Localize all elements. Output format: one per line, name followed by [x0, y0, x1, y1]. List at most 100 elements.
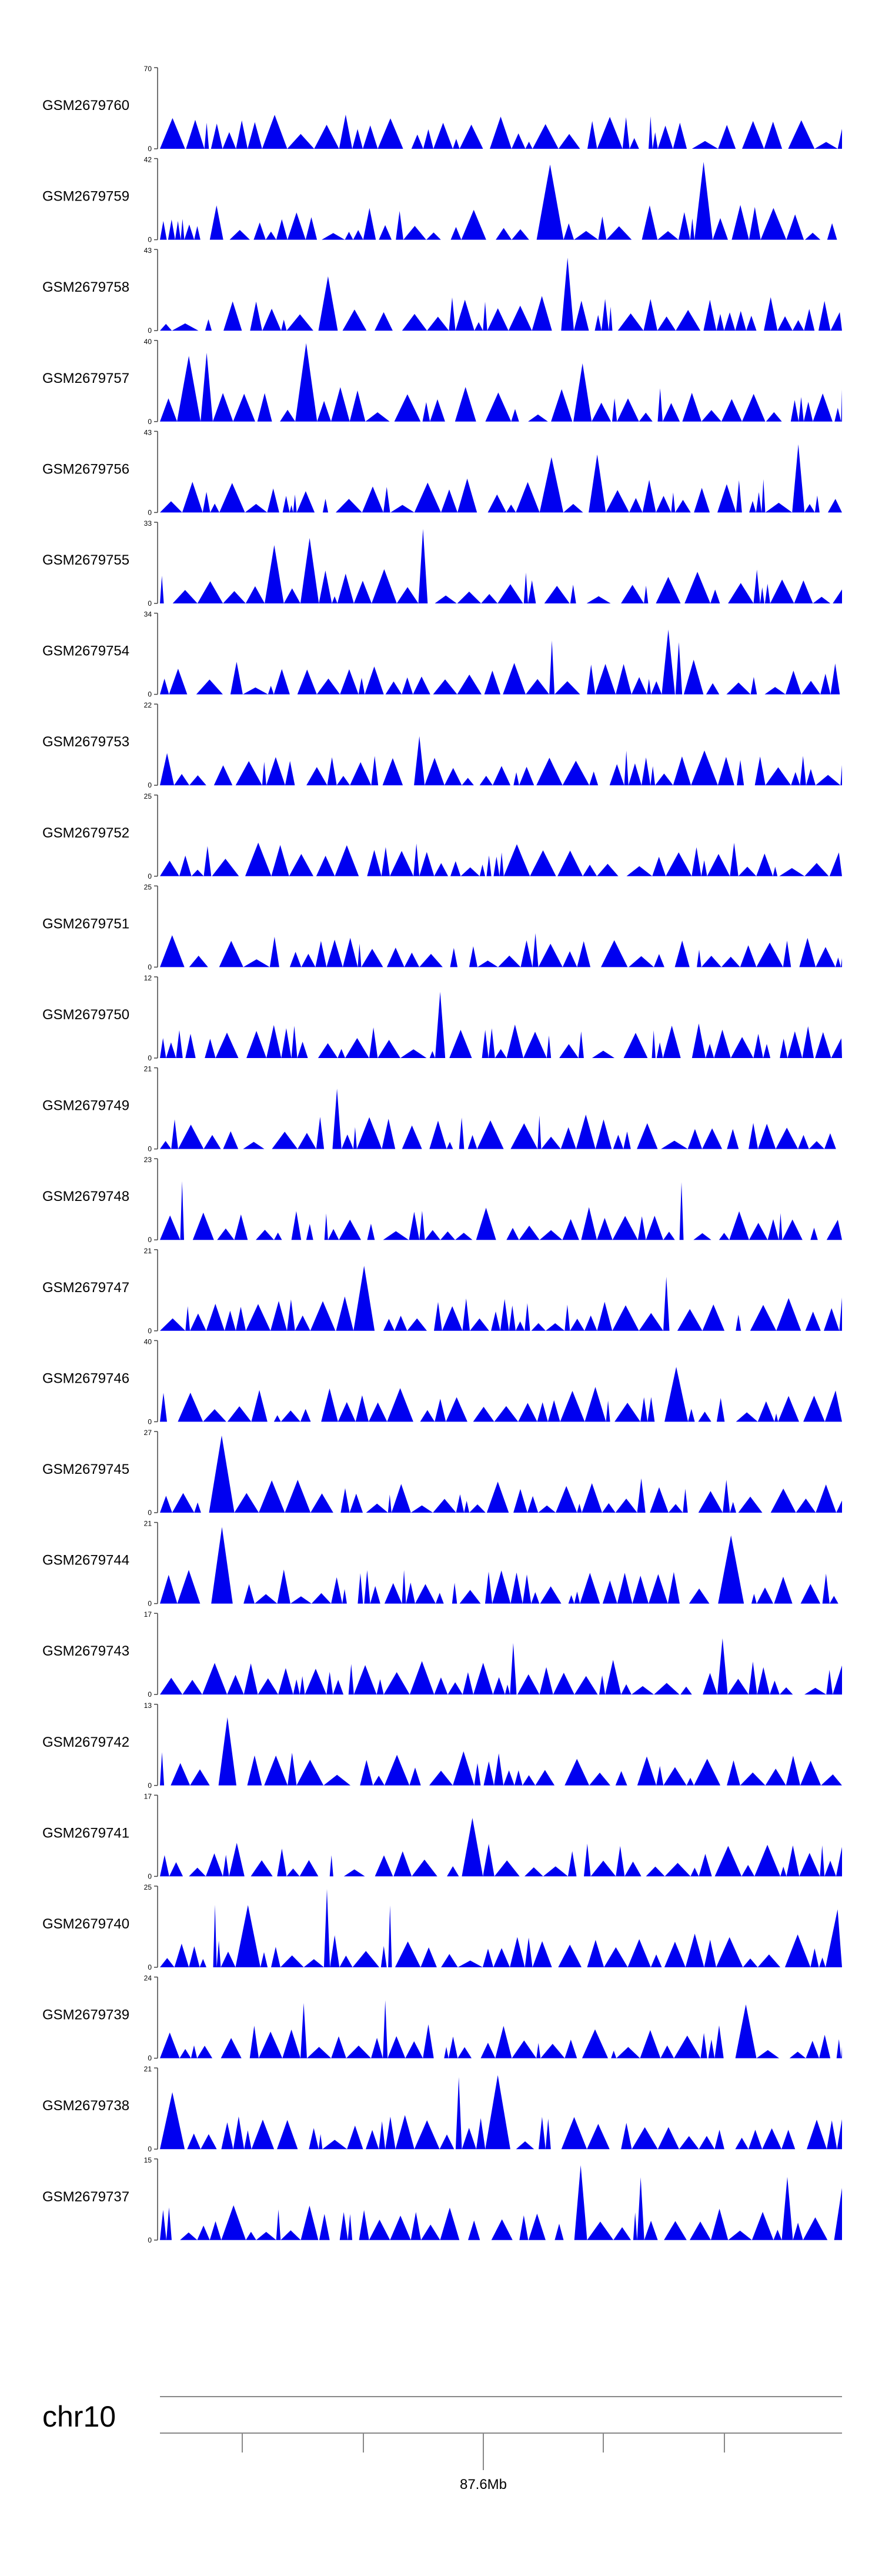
track-GSM2679750: GSM2679750 12 0 — [42, 974, 842, 1062]
track-label: GSM2679743 — [42, 1643, 129, 1659]
coverage-area — [160, 736, 842, 786]
track-GSM2679752: GSM2679752 25 0 — [42, 792, 842, 880]
y-min-label: 0 — [148, 2236, 152, 2244]
y-max-label: 23 — [144, 1156, 152, 1164]
track-label: GSM2679747 — [42, 1280, 129, 1296]
y-max-label: 70 — [144, 65, 152, 73]
y-min-label: 0 — [148, 326, 152, 335]
y-max-label: 43 — [144, 428, 152, 436]
coverage-area — [160, 162, 846, 240]
track-label: GSM2679752 — [42, 825, 129, 841]
coverage-area — [160, 114, 842, 149]
track-GSM2679759: GSM2679759 42 0 — [42, 156, 846, 244]
track-GSM2679737: GSM2679737 15 0 — [42, 2156, 852, 2244]
track-label: GSM2679749 — [42, 1098, 129, 1114]
y-max-label: 25 — [144, 1883, 152, 1891]
track-label: GSM2679750 — [42, 1007, 129, 1023]
track-GSM2679754: GSM2679754 34 0 — [42, 610, 843, 699]
coverage-area — [160, 1266, 842, 1331]
coverage-area — [160, 1717, 850, 1786]
coverage-area — [160, 343, 842, 422]
y-max-label: 13 — [144, 1701, 152, 1710]
y-max-label: 25 — [144, 883, 152, 891]
track-label: GSM2679739 — [42, 2007, 129, 2023]
track-label: GSM2679751 — [42, 916, 129, 932]
y-min-label: 0 — [148, 1690, 152, 1699]
genome-axis: 87.6Mb — [160, 2396, 842, 2492]
coverage-area — [160, 629, 843, 695]
chromosome-label: chr10 — [42, 2400, 116, 2433]
coverage-area — [160, 842, 842, 876]
y-min-label: 0 — [148, 508, 152, 516]
coverage-area — [160, 2165, 852, 2240]
track-GSM2679756: GSM2679756 43 0 — [42, 428, 844, 516]
y-max-label: 24 — [144, 1974, 152, 1983]
y-min-label: 0 — [148, 872, 152, 880]
coverage-area — [160, 1888, 842, 1967]
coverage-area — [160, 444, 844, 513]
coverage-area — [160, 1527, 843, 1604]
coverage-area — [160, 1367, 842, 1422]
track-label: GSM2679741 — [42, 1825, 129, 1841]
track-GSM2679747: GSM2679747 21 0 — [42, 1247, 842, 1335]
track-label: GSM2679754 — [42, 643, 129, 659]
y-max-label: 21 — [144, 1520, 152, 1528]
track-GSM2679749: GSM2679749 21 0 — [42, 1065, 847, 1153]
y-min-label: 0 — [148, 963, 152, 971]
coverage-area — [160, 1181, 850, 1240]
y-max-label: 12 — [144, 974, 152, 982]
track-GSM2679757: GSM2679757 40 0 — [42, 338, 842, 426]
track-label: GSM2679758 — [42, 279, 129, 295]
track-label: GSM2679757 — [42, 371, 129, 386]
y-min-label: 0 — [148, 1872, 152, 1880]
y-min-label: 0 — [148, 236, 152, 244]
coverage-area — [160, 933, 853, 967]
y-min-label: 0 — [148, 1236, 152, 1244]
y-max-label: 27 — [144, 1429, 152, 1437]
coverage-area — [160, 1435, 842, 1513]
track-label: GSM2679756 — [42, 461, 129, 477]
y-max-label: 21 — [144, 2065, 152, 2073]
track-label: GSM2679753 — [42, 734, 129, 750]
y-min-label: 0 — [148, 1145, 152, 1153]
y-min-label: 0 — [148, 145, 152, 153]
y-max-label: 40 — [144, 1337, 152, 1346]
track-label: GSM2679745 — [42, 1461, 129, 1477]
track-GSM2679758: GSM2679758 43 0 — [42, 246, 842, 335]
y-max-label: 21 — [144, 1247, 152, 1255]
track-GSM2679745: GSM2679745 27 0 — [42, 1429, 842, 1517]
track-label: GSM2679738 — [42, 2098, 129, 2114]
track-label: GSM2679760 — [42, 98, 129, 114]
track-GSM2679760: GSM2679760 70 0 — [42, 65, 842, 153]
track-GSM2679738: GSM2679738 21 0 — [42, 2065, 842, 2153]
y-max-label: 21 — [144, 1065, 152, 1073]
track-label: GSM2679755 — [42, 552, 129, 568]
track-label: GSM2679746 — [42, 1370, 129, 1386]
track-label: GSM2679748 — [42, 1189, 129, 1204]
track-GSM2679748: GSM2679748 23 0 — [42, 1156, 850, 1244]
track-label: GSM2679744 — [42, 1553, 129, 1569]
y-min-label: 0 — [148, 1509, 152, 1517]
track-GSM2679746: GSM2679746 40 0 — [42, 1337, 842, 1426]
axis-tick-label: 87.6Mb — [460, 2477, 507, 2492]
y-max-label: 34 — [144, 610, 152, 619]
y-max-label: 42 — [144, 156, 152, 164]
y-max-label: 15 — [144, 2156, 152, 2164]
track-label: GSM2679742 — [42, 1734, 129, 1750]
y-min-label: 0 — [148, 1781, 152, 1790]
y-min-label: 0 — [148, 1054, 152, 1062]
track-GSM2679753: GSM2679753 22 0 — [42, 701, 842, 789]
track-GSM2679744: GSM2679744 21 0 — [42, 1520, 843, 1608]
track-label: GSM2679759 — [42, 189, 129, 205]
track-label: GSM2679737 — [42, 2189, 129, 2205]
track-GSM2679739: GSM2679739 24 0 — [42, 1974, 842, 2063]
track-GSM2679755: GSM2679755 33 0 — [42, 519, 842, 608]
y-max-label: 43 — [144, 246, 152, 255]
track-GSM2679741: GSM2679741 17 0 — [42, 1792, 842, 1880]
y-max-label: 25 — [144, 792, 152, 800]
coverage-area — [160, 992, 842, 1058]
y-min-label: 0 — [148, 781, 152, 789]
y-max-label: 33 — [144, 519, 152, 528]
y-min-label: 0 — [148, 418, 152, 426]
